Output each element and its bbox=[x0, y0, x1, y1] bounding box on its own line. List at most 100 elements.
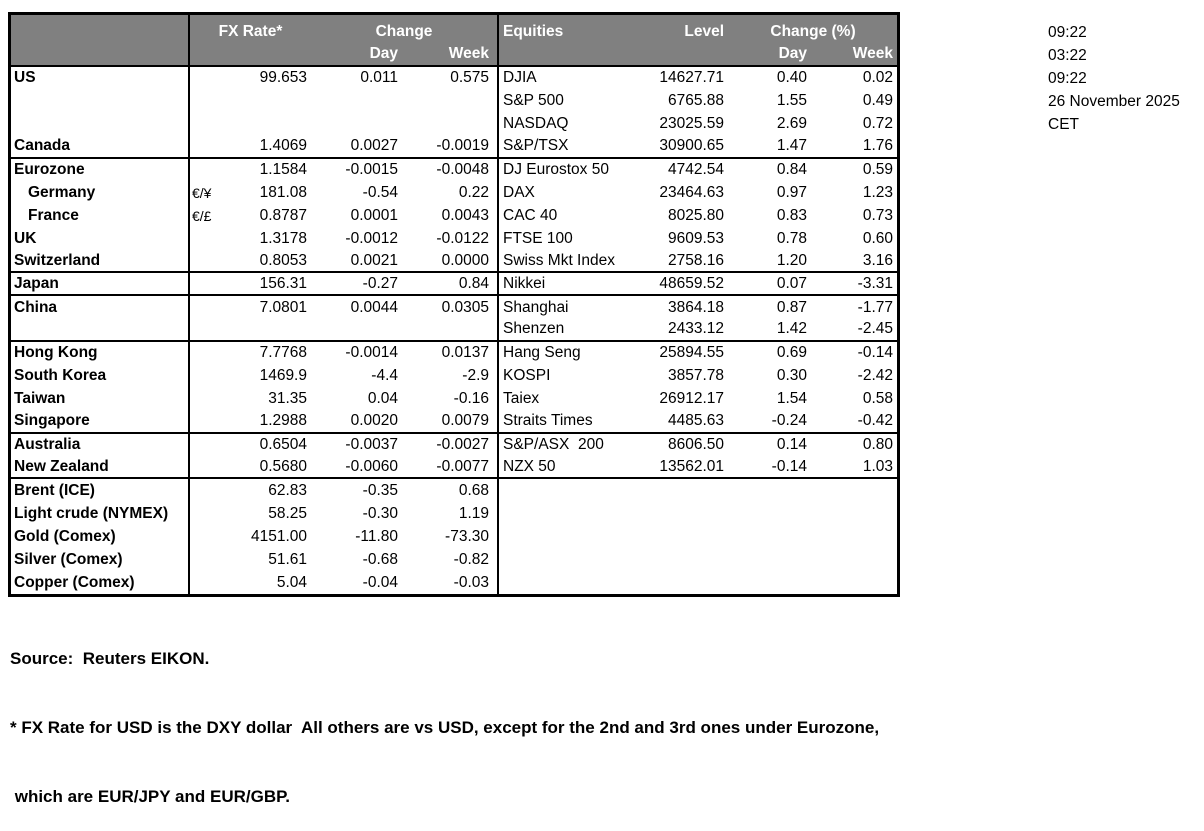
fx-rate-value: 1.1584 bbox=[259, 161, 307, 179]
market-report-page: { "colors": { "header_bg": "#808080", "h… bbox=[8, 12, 1180, 806]
equity-level: 30900.65 bbox=[659, 137, 724, 155]
fx-rate-value: 4151.00 bbox=[250, 527, 307, 545]
equity-day-change bbox=[729, 571, 813, 594]
fx-row-label: Eurozone bbox=[14, 161, 85, 179]
fx-rate-value: 156.31 bbox=[259, 274, 307, 292]
fx-row-label: China bbox=[14, 298, 58, 316]
fx-rate-value: 58.25 bbox=[268, 504, 307, 522]
fx-day-change: -0.54 bbox=[362, 184, 398, 202]
clock-time-1: 09:22 bbox=[1048, 24, 1087, 41]
equity-level: 6765.88 bbox=[667, 92, 724, 110]
fx-week-change: 0.0079 bbox=[441, 412, 489, 430]
equity-week-change: 0.60 bbox=[862, 229, 893, 247]
fx-rate-value bbox=[216, 319, 311, 340]
equity-day-change: 0.40 bbox=[776, 69, 807, 87]
equity-day-change: 0.14 bbox=[776, 436, 807, 454]
equity-day-change: 0.07 bbox=[776, 274, 807, 292]
equity-level: 48659.52 bbox=[659, 274, 724, 292]
fx-row-label: Japan bbox=[14, 274, 59, 292]
equity-level bbox=[643, 525, 729, 548]
footer-notes: Source: Reuters EIKON. * FX Rate for USD… bbox=[10, 601, 879, 831]
fx-day-change: -0.0014 bbox=[345, 344, 398, 362]
equity-level: 8025.80 bbox=[667, 206, 724, 224]
fx-week-change: -0.82 bbox=[453, 550, 489, 568]
fx-day-change: 0.0020 bbox=[350, 412, 398, 430]
equity-week-change: -3.31 bbox=[857, 274, 893, 292]
equity-name: NASDAQ bbox=[497, 112, 643, 136]
fx-week-change: 0.84 bbox=[458, 274, 489, 292]
fx-row-label: Switzerland bbox=[14, 251, 101, 269]
fx-rate-value: 0.5680 bbox=[259, 457, 307, 475]
equity-day-change: 1.55 bbox=[776, 92, 807, 110]
fx-day-change: 0.0021 bbox=[350, 251, 398, 269]
fx-day-change: -0.0012 bbox=[345, 229, 398, 247]
table-row: China 7.0801 0.0044 0.0305 Shanghai 3864.18 0.… bbox=[11, 296, 897, 320]
fx-row-label bbox=[11, 90, 188, 113]
equity-week-change: 0.73 bbox=[862, 206, 893, 224]
equity-level: 8606.50 bbox=[667, 436, 724, 454]
fx-day-change: -0.68 bbox=[362, 550, 398, 568]
fx-pair-symbol bbox=[188, 410, 216, 432]
fx-rate-value: 1.2988 bbox=[259, 412, 307, 430]
equity-week-change: 0.49 bbox=[862, 92, 893, 110]
fx-rate-value: 5.04 bbox=[276, 573, 307, 591]
equities-level-header: Level bbox=[684, 23, 724, 40]
fx-pair-symbol bbox=[188, 502, 216, 526]
fx-pair-symbol bbox=[188, 319, 216, 340]
fx-week-change: 0.0305 bbox=[441, 298, 489, 316]
fx-pair-symbol: €/£ bbox=[188, 204, 216, 228]
equity-week-change bbox=[813, 479, 897, 502]
header-spacer bbox=[643, 43, 729, 65]
equity-level: 2433.12 bbox=[667, 320, 724, 338]
equity-day-change: 1.54 bbox=[776, 390, 807, 408]
fx-day-change: -0.0060 bbox=[345, 457, 398, 475]
table-row: South Korea 1469.9 -4.4 -2.9 KOSPI 3857.78 0.3… bbox=[11, 364, 897, 388]
fx-week-change: 0.68 bbox=[458, 481, 489, 499]
equities-header: Equities bbox=[497, 15, 643, 43]
equity-level: 26912.17 bbox=[659, 390, 724, 408]
table-row: Hong Kong 7.7768 -0.0014 0.0137 Hang Seng 258… bbox=[11, 341, 897, 365]
table-row: Light crude (NYMEX) 58.25 -0.30 1.19 bbox=[11, 502, 897, 526]
equity-week-change: 3.16 bbox=[862, 251, 893, 269]
fx-pair-symbol bbox=[188, 548, 216, 572]
equity-name bbox=[497, 571, 643, 594]
table-header-row-2: Day Week Day Week bbox=[11, 43, 897, 67]
fx-week-header: Week bbox=[448, 45, 489, 62]
header-spacer bbox=[11, 15, 188, 43]
equity-day-change: 0.69 bbox=[776, 344, 807, 362]
fx-row-label: Hong Kong bbox=[14, 344, 98, 362]
equity-week-change: 0.72 bbox=[862, 115, 893, 133]
equity-name: CAC 40 bbox=[497, 204, 643, 228]
fx-pair-symbol bbox=[188, 456, 216, 478]
fx-week-change: 1.19 bbox=[458, 504, 489, 522]
equity-week-change bbox=[813, 571, 897, 594]
fx-pair-symbol bbox=[188, 433, 216, 457]
fx-pair-symbol bbox=[188, 250, 216, 272]
equity-name: DAX bbox=[497, 181, 643, 205]
equity-name: S&P/TSX bbox=[497, 135, 643, 157]
fx-day-change: -0.27 bbox=[362, 274, 398, 292]
fx-week-change: 0.22 bbox=[458, 184, 489, 202]
fx-pair-symbol bbox=[188, 89, 216, 113]
fx-week-change: -0.16 bbox=[453, 390, 489, 408]
fx-footnote-line2: which are EUR/JPY and EUR/GBP. bbox=[10, 787, 290, 806]
equity-week-change: 0.80 bbox=[862, 436, 893, 454]
equity-week-change: -2.42 bbox=[857, 367, 893, 385]
equity-week-change: 0.59 bbox=[862, 161, 893, 179]
equity-day-change: 1.20 bbox=[776, 251, 807, 269]
header-spacer bbox=[497, 43, 643, 65]
fx-day-header: Day bbox=[369, 45, 398, 62]
source-note: Source: Reuters EIKON. bbox=[10, 649, 210, 668]
fx-row-label: US bbox=[14, 69, 36, 87]
equity-name: S&P 500 bbox=[497, 89, 643, 113]
table-row: Japan 156.31 -0.27 0.84 Nikkei 48659.52 0.07 -3… bbox=[11, 273, 897, 297]
equity-name: Swiss Mkt Index bbox=[497, 250, 643, 272]
equity-level: 23025.59 bbox=[659, 115, 724, 133]
fx-row-label: Copper (Comex) bbox=[14, 573, 135, 591]
table-body: US 99.653 0.011 0.575 DJIA 14627.71 0.40 0.02 S&… bbox=[11, 67, 897, 594]
fx-pair-symbol bbox=[188, 341, 216, 365]
timestamp-block: 09:22 03:22 09:22 26 November 2025 CET bbox=[1048, 22, 1180, 137]
equity-week-change: 1.76 bbox=[862, 137, 893, 155]
equity-name bbox=[497, 548, 643, 572]
equity-week-change bbox=[813, 548, 897, 571]
